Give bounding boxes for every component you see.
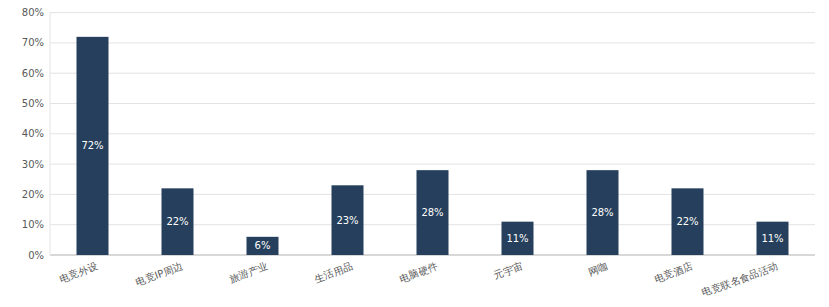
x-tick-label: 电竞IP周边 [134,261,184,288]
chart-container: 0% 10% 20% 30% 40% 50% 60% 70% 80% 72% 22% 6% 23% 28%… [0,0,829,307]
y-tick-label: 10% [22,219,44,230]
y-tick-label: 60% [22,68,44,79]
bar [77,37,109,255]
x-axis: 电竞外设 电竞IP周边 旅游产业 生活用品 电脑硬件 元宇宙 网咖 电竞酒店电竞联名食品活动 [58,261,779,299]
x-tick-label: 旅游产业 [228,261,269,285]
x-tick-label: 网咖 [587,261,610,278]
data-label: 28% [421,207,443,218]
y-tick-label: 20% [22,189,44,200]
bar [162,188,194,255]
y-tick-label: 70% [22,37,44,48]
data-label: 22% [676,216,698,227]
y-tick-label: 40% [22,128,44,139]
y-tick-label: 0% [28,250,44,261]
grid-line [50,103,815,104]
grid-line [50,12,815,13]
x-tick-label: 电竞酒店 [653,261,694,285]
data-label: 11% [761,233,783,244]
grid [50,13,815,255]
y-tick-label: 30% [22,159,44,170]
bar [332,185,364,255]
data-label: 23% [336,215,358,226]
y-tick-label: 80% [22,7,44,18]
y-axis: 0% 10% 20% 30% 40% 50% 60% 70% 80% [22,7,44,260]
data-label: 28% [591,207,613,218]
y-tick-label: 50% [22,98,44,109]
x-tick-label: 生活用品 [313,261,354,285]
grid-line [50,73,815,74]
grid-line [50,42,815,43]
bar [757,222,789,255]
bar [587,170,619,255]
grid-line [50,164,815,165]
bar [247,237,279,255]
y-axis-line [50,13,51,255]
bars [77,37,789,255]
x-tick-label: 元宇宙 [492,261,524,282]
data-label: 11% [506,233,528,244]
data-label: 22% [166,216,188,227]
data-label: 72% [81,140,103,151]
x-tick-label: 电竞外设 [58,261,99,285]
chart-svg: 0% 10% 20% 30% 40% 50% 60% 70% 80% 72% 22% 6% 23% 28%… [0,0,829,307]
bar [502,222,534,255]
x-tick-label: 电竞联名食品活动 [700,261,779,299]
bar [672,188,704,255]
data-label: 6% [255,240,271,251]
data-labels: 72% 22% 6% 23% 28% 11% 28% 22% 11% [81,140,783,251]
x-tick-label: 电脑硬件 [398,261,439,285]
bar [417,170,449,255]
grid-line [50,133,815,134]
